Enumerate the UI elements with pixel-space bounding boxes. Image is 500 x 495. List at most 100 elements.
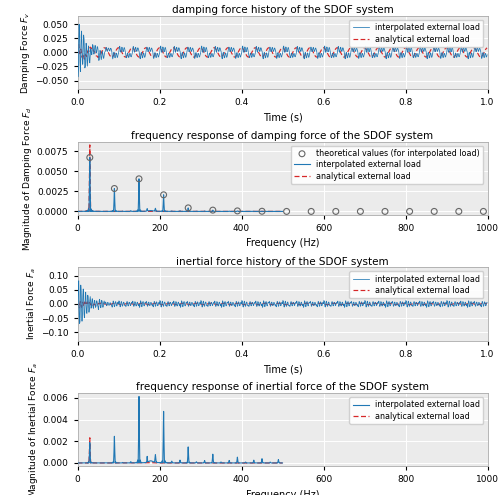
analytical external load (117, 46, 123, 52)
interpolated external load (210, 456, 216, 462)
interpolated external load (136, 394, 142, 399)
interpolated external load (126, 208, 132, 214)
analytical external load (210, 460, 216, 466)
Line: analytical external load: analytical external load (78, 438, 282, 463)
interpolated external load (74, 329, 80, 335)
interpolated external load (74, 460, 80, 466)
analytical external load (82, 56, 87, 62)
analytical external load (126, 460, 132, 466)
analytical external load (394, 301, 400, 307)
interpolated external load (207, 208, 213, 214)
analytical external load (134, 208, 140, 214)
Legend: interpolated external load, analytical external load: interpolated external load, analytical e… (350, 271, 484, 298)
interpolated external load (356, 51, 362, 57)
Line: analytical external load: analytical external load (78, 300, 487, 308)
analytical external load (484, 301, 490, 307)
Legend: interpolated external load, analytical external load: interpolated external load, analytical e… (350, 397, 484, 424)
interpolated external load (256, 44, 262, 50)
Y-axis label: Magnitude of Damping Force $F_d$: Magnitude of Damping Force $F_d$ (21, 106, 34, 250)
analytical external load (241, 48, 247, 53)
Line: analytical external load: analytical external load (78, 45, 487, 59)
interpolated external load (210, 208, 216, 214)
theoretical values (for interpolated load) (430, 207, 438, 215)
interpolated external load (87, 154, 93, 160)
X-axis label: Frequency (Hz): Frequency (Hz) (246, 238, 320, 248)
analytical external load (244, 460, 250, 466)
theoretical values (for interpolated load) (209, 206, 217, 214)
X-axis label: Time (s): Time (s) (262, 364, 302, 374)
analytical external load (134, 460, 140, 466)
theoretical values (for interpolated load) (160, 191, 168, 199)
interpolated external load (484, 52, 490, 58)
Title: damping force history of the SDOF system: damping force history of the SDOF system (172, 5, 394, 15)
theoretical values (for interpolated load) (307, 207, 315, 215)
analytical external load (207, 460, 213, 466)
theoretical values (for interpolated load) (455, 207, 463, 215)
analytical external load (74, 460, 80, 466)
analytical external load (356, 52, 362, 58)
theoretical values (for interpolated load) (110, 185, 118, 193)
analytical external load (279, 460, 285, 466)
Title: inertial force history of the SDOF system: inertial force history of the SDOF syste… (176, 256, 389, 267)
analytical external load (484, 45, 490, 51)
interpolated external load (256, 299, 262, 305)
analytical external load (256, 301, 262, 307)
interpolated external load (207, 460, 213, 466)
Title: frequency response of damping force of the SDOF system: frequency response of damping force of t… (132, 131, 434, 141)
Line: interpolated external load: interpolated external load (78, 281, 487, 332)
analytical external load (87, 142, 93, 148)
theoretical values (for interpolated load) (234, 207, 241, 215)
analytical external load (280, 460, 285, 466)
interpolated external load (402, 300, 407, 306)
interpolated external load (116, 301, 122, 307)
analytical external load (150, 460, 156, 466)
Line: interpolated external load: interpolated external load (78, 24, 487, 77)
analytical external load (74, 208, 80, 214)
Y-axis label: Inertial Force $F_a$: Inertial Force $F_a$ (26, 267, 38, 341)
interpolated external load (134, 208, 140, 214)
analytical external load (256, 50, 262, 55)
theoretical values (for interpolated load) (381, 207, 389, 215)
Y-axis label: Magnitude of Inertial Force $F_a$: Magnitude of Inertial Force $F_a$ (27, 362, 40, 495)
Legend: theoretical values (for interpolated load), interpolated external load, analytic: theoretical values (for interpolated loa… (290, 146, 484, 184)
interpolated external load (244, 460, 250, 466)
interpolated external load (356, 298, 362, 304)
interpolated external load (240, 303, 246, 309)
analytical external load (207, 208, 213, 214)
interpolated external load (74, 50, 80, 55)
interpolated external load (117, 46, 123, 51)
interpolated external load (394, 300, 400, 306)
Line: interpolated external load: interpolated external load (78, 396, 282, 463)
interpolated external load (134, 459, 140, 465)
Title: frequency response of inertial force of the SDOF system: frequency response of inertial force of … (136, 382, 429, 393)
analytical external load (126, 208, 132, 214)
analytical external load (76, 42, 82, 48)
analytical external load (244, 208, 250, 214)
theoretical values (for interpolated load) (258, 207, 266, 215)
analytical external load (279, 208, 285, 214)
theoretical values (for interpolated load) (332, 207, 340, 215)
interpolated external load (126, 460, 132, 466)
interpolated external load (280, 208, 285, 214)
theoretical values (for interpolated load) (356, 207, 364, 215)
analytical external load (241, 301, 247, 307)
X-axis label: Time (s): Time (s) (262, 112, 302, 123)
analytical external load (75, 297, 81, 303)
analytical external load (394, 53, 400, 59)
theoretical values (for interpolated load) (282, 207, 290, 215)
analytical external load (280, 208, 285, 214)
interpolated external load (244, 208, 250, 214)
interpolated external load (394, 45, 400, 51)
Line: interpolated external load: interpolated external load (78, 157, 282, 211)
Line: analytical external load: analytical external load (78, 145, 282, 211)
analytical external load (87, 435, 93, 441)
interpolated external load (150, 208, 156, 214)
interpolated external load (75, 74, 81, 80)
analytical external load (74, 301, 80, 307)
interpolated external load (280, 460, 285, 466)
interpolated external load (76, 278, 82, 284)
theoretical values (for interpolated load) (480, 207, 488, 215)
analytical external load (356, 300, 362, 306)
interpolated external load (241, 50, 247, 55)
theoretical values (for interpolated load) (406, 207, 413, 215)
